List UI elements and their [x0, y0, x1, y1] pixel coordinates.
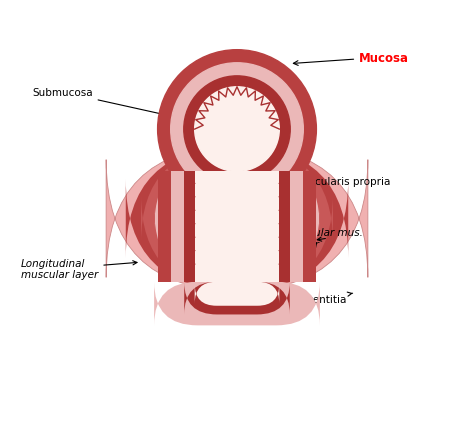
Circle shape: [171, 64, 303, 196]
Circle shape: [158, 50, 316, 209]
FancyBboxPatch shape: [154, 147, 320, 291]
Text: Submucosa: Submucosa: [32, 88, 167, 117]
FancyBboxPatch shape: [195, 282, 279, 306]
Circle shape: [195, 88, 279, 172]
Bar: [184, 172, 195, 282]
Text: Longitudinal
muscular layer: Longitudinal muscular layer: [21, 258, 137, 280]
Bar: [195, 172, 279, 282]
Bar: [171, 172, 184, 282]
Text: Adventitia: Adventitia: [294, 293, 353, 304]
Bar: [303, 172, 316, 282]
Text: Muscularis propria: Muscularis propria: [294, 177, 390, 193]
FancyBboxPatch shape: [184, 282, 290, 315]
FancyBboxPatch shape: [106, 147, 368, 291]
Bar: [158, 172, 171, 282]
FancyBboxPatch shape: [126, 147, 348, 291]
Circle shape: [184, 77, 290, 183]
Bar: [279, 172, 290, 282]
FancyBboxPatch shape: [154, 282, 320, 325]
FancyBboxPatch shape: [141, 147, 333, 291]
Text: Circular mus.
layer: Circular mus. layer: [294, 228, 363, 249]
Text: Mucosa: Mucosa: [293, 52, 409, 66]
Bar: [290, 172, 303, 282]
